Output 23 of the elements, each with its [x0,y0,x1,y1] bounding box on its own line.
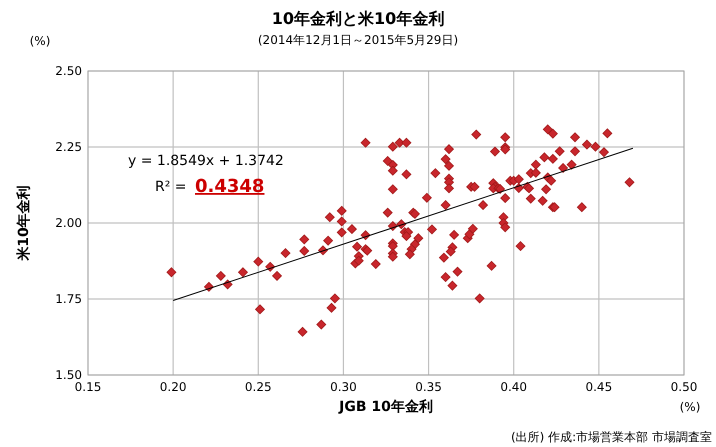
x-tick-label: 0.30 [330,380,357,394]
chart-title: 10年金利と米10年金利 [272,9,444,28]
y-tick-label: 1.75 [55,292,82,306]
y-tick-label: 2.25 [55,140,82,154]
x-tick-label: 0.20 [160,380,186,394]
text: (出所) 作成:市場営業本部 市場調査室 [510,430,712,444]
annotation: R² = [155,179,187,195]
text: (%) [30,34,50,48]
x-tick-label: 0.50 [670,380,698,394]
y-tick-label: 1.50 [55,368,82,382]
annotation: 0.4348 [195,176,264,197]
chart-subtitle: (2014年12月1日～2015年5月29日) [258,33,458,47]
y-tick-label: 2.50 [55,64,82,78]
y-tick-label: 2.00 [55,216,82,230]
x-tick-label: 0.40 [500,380,528,394]
x-axis-title: JGB 10年金利 [338,399,433,415]
y-axis-title: 米10年金利 [16,185,32,262]
x-tick-label: 0.35 [415,380,442,394]
annotation: y = 1.8549x + 1.3742 [128,153,284,169]
x-tick-label: 0.25 [244,380,272,394]
x-tick-label: 0.45 [586,380,612,394]
x-tick-label: 0.15 [74,380,102,394]
text: (%) [680,400,700,414]
